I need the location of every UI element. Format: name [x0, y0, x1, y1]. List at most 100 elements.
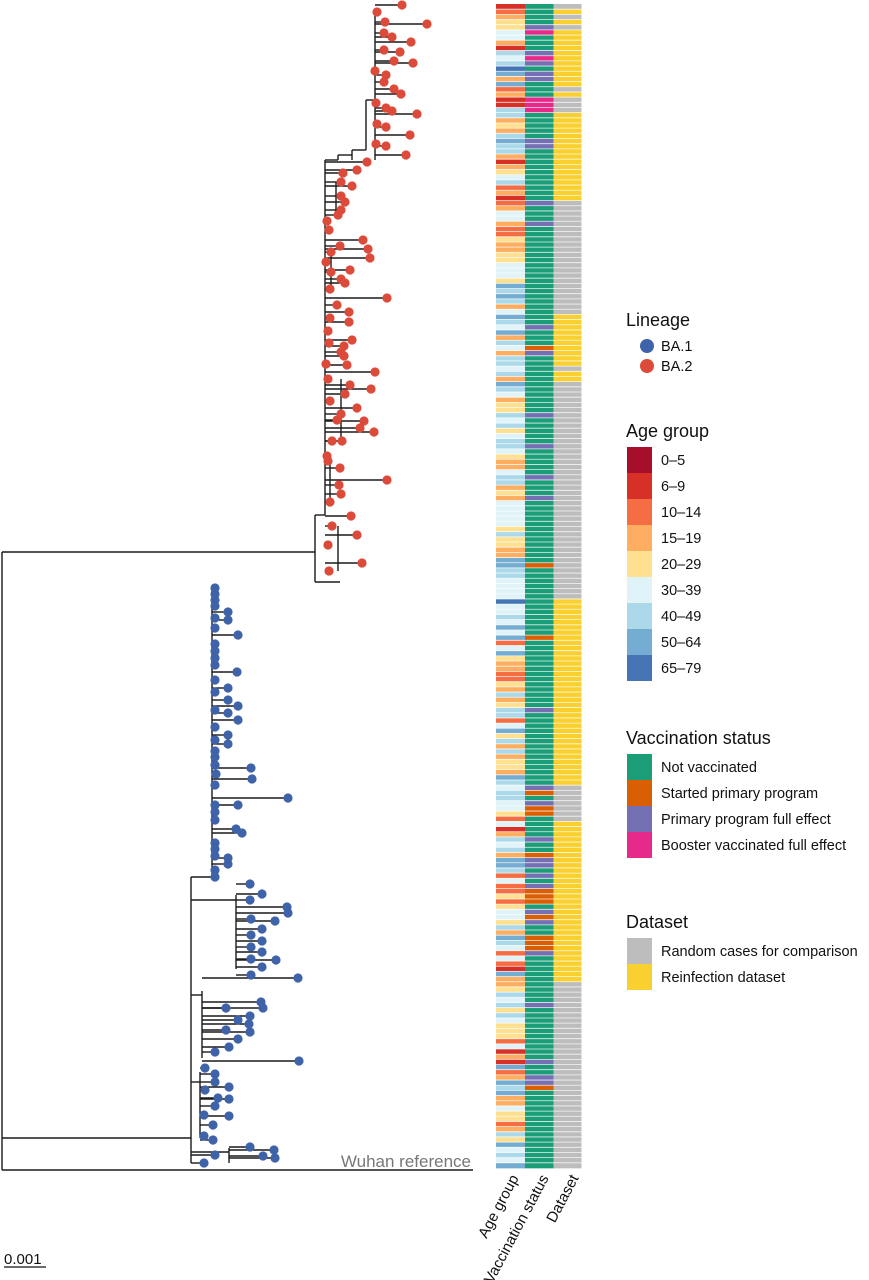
age-group-cell: [496, 381, 525, 388]
age-group-cell: [496, 836, 525, 843]
dataset-cell: [553, 273, 582, 279]
tree-tip: [363, 244, 373, 254]
dataset-cell: [553, 904, 582, 910]
age-group-cell: [496, 35, 525, 41]
tree-tip: [379, 45, 389, 55]
legend-random-cases-label: Random cases for comparison: [661, 944, 858, 960]
vaccination-status-cell: [525, 360, 554, 367]
vaccination-status-cell: [525, 60, 554, 67]
tree-tip: [233, 800, 243, 810]
age-group-cell: [496, 743, 525, 750]
dataset-cell: [553, 423, 582, 429]
dataset-cell: [553, 485, 582, 491]
age-group-cell: [496, 562, 525, 569]
age-group-cell: [496, 226, 525, 232]
vaccination-status-cell: [525, 780, 554, 786]
age-group-cell: [496, 1147, 525, 1153]
tree-tip: [387, 32, 397, 42]
age-group-cell: [496, 24, 525, 31]
age-group-cell: [496, 112, 525, 119]
dataset-cell: [553, 107, 582, 113]
tree-tip: [233, 715, 243, 725]
vaccination-status-cell: [525, 138, 554, 145]
vaccination-status-cell: [525, 226, 554, 232]
tree-tip: [326, 267, 336, 277]
dataset-cell: [553, 221, 582, 227]
vaccination-status-cell: [525, 816, 554, 822]
age-group-cell: [496, 738, 525, 745]
tree-tip: [270, 916, 280, 926]
vaccination-status-cell: [525, 1033, 554, 1040]
dataset-cell: [553, 1080, 582, 1086]
dataset-cell: [553, 392, 582, 398]
age-group-cell: [496, 500, 525, 507]
dataset-cell: [553, 536, 582, 543]
age-group-cell: [496, 935, 525, 941]
age-group-cell: [496, 867, 525, 874]
age-group-cell: [496, 293, 525, 300]
dataset-cell: [553, 45, 582, 51]
dataset-cell: [553, 1105, 582, 1112]
vaccination-status-cell: [525, 629, 554, 636]
age-group-cell: [496, 671, 525, 677]
dataset-cell: [553, 552, 582, 558]
age-group-cell: [496, 754, 525, 760]
dataset-cell: [553, 143, 582, 150]
vaccination-status-cell: [525, 1012, 554, 1019]
dataset-cell: [553, 930, 582, 936]
tree-tip: [210, 844, 220, 854]
dataset-cell: [553, 66, 582, 72]
tree-tip: [221, 1025, 231, 1035]
age-group-cell: [496, 919, 525, 926]
dataset-cell: [553, 179, 582, 186]
age-group-cell: [496, 1095, 525, 1102]
age-group-cell: [496, 86, 525, 93]
tree-tip: [224, 1111, 234, 1121]
age-group-cell: [496, 345, 525, 351]
tree-tip: [325, 284, 335, 294]
age-group-cell: [496, 531, 525, 538]
dataset-cell: [553, 495, 582, 501]
tree-tip: [345, 380, 355, 390]
dataset-cell: [553, 557, 582, 564]
legend-random-cases-swatch: [627, 938, 652, 964]
vaccination-status-cell: [525, 878, 554, 884]
scale-bar: 0.001: [4, 1251, 46, 1268]
vaccination-status-cell: [525, 448, 554, 455]
dataset-cell: [553, 526, 582, 533]
age-group-cell: [496, 516, 525, 522]
tree-tip: [358, 235, 368, 245]
vaccination-status-cell: [525, 495, 554, 501]
vaccination-status-cell: [525, 438, 554, 445]
tree-tip: [237, 828, 247, 838]
dataset-cell: [553, 1017, 582, 1024]
vaccination-status-cell: [525, 479, 554, 486]
age-group-cell: [496, 748, 525, 755]
dataset-cell: [553, 1059, 582, 1065]
dataset-cell: [553, 1049, 582, 1055]
age-group-cell: [496, 557, 525, 564]
dataset-cell: [553, 9, 582, 15]
vaccination-status-cell: [525, 247, 554, 253]
tree-tip: [346, 511, 356, 521]
reference-label: Wuhan reference: [341, 1152, 471, 1171]
vaccination-status-cell: [525, 273, 554, 279]
vaccination-status-cell: [525, 686, 554, 693]
dataset-cell: [553, 231, 582, 238]
tree-tip: [336, 177, 346, 187]
dataset-cell: [553, 1142, 582, 1148]
legend-ba1-marker: [640, 339, 654, 353]
tree-tip: [210, 1047, 220, 1057]
age-group-cell: [496, 9, 525, 15]
tree-tip: [340, 197, 350, 207]
vaccination-status-cell: [525, 376, 554, 382]
vaccination-status-cell: [525, 966, 554, 972]
age-group-cell: [496, 159, 525, 165]
dataset-cell: [553, 593, 582, 600]
vaccination-status-cell: [525, 609, 554, 615]
legend-age-0-5-swatch: [627, 447, 652, 473]
vaccination-status-cell: [525, 930, 554, 936]
dataset-cell: [553, 386, 582, 393]
vaccination-status-cell: [525, 55, 554, 62]
vaccination-status-cell: [525, 593, 554, 600]
